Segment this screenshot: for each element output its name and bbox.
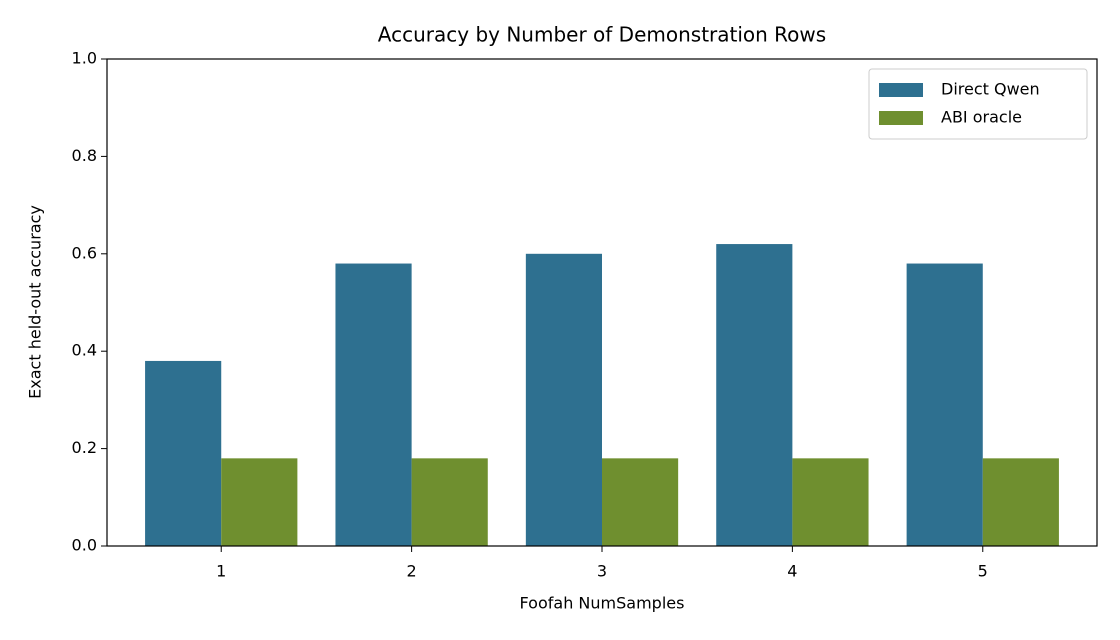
- legend-label: Direct Qwen: [941, 80, 1040, 99]
- x-axis-label: Foofah NumSamples: [520, 594, 685, 613]
- plot-frame: [106, 58, 1098, 547]
- bar: [602, 458, 679, 546]
- y-tick-label: 0.2: [72, 438, 97, 457]
- bar: [525, 253, 602, 547]
- bar: [145, 360, 222, 546]
- bar: [906, 263, 983, 546]
- bar: [335, 263, 412, 546]
- bar: [982, 458, 1059, 546]
- y-axis-label: Exact held-out accuracy: [26, 205, 45, 399]
- x-tick-label: 3: [597, 562, 607, 581]
- y-tick-label: 0.8: [72, 146, 97, 165]
- legend-box: [868, 68, 1088, 140]
- x-tick-label: 1: [216, 562, 226, 581]
- bar: [411, 458, 488, 546]
- y-tick-label: 0.0: [72, 536, 97, 555]
- x-tick-label: 4: [787, 562, 797, 581]
- y-tick-label: 0.6: [72, 243, 97, 262]
- y-tick-label: 0.4: [72, 341, 97, 360]
- y-tick-label: 1.0: [72, 49, 97, 68]
- x-tick-label: 5: [978, 562, 988, 581]
- legend-label: ABI oracle: [941, 108, 1022, 127]
- legend-swatch: [879, 83, 923, 97]
- bar: [792, 458, 869, 546]
- x-tick-label: 2: [407, 562, 417, 581]
- bar: [221, 458, 298, 546]
- chart-title: Accuracy by Number of Demonstration Rows: [378, 23, 826, 47]
- legend-swatch: [879, 111, 923, 125]
- bar: [716, 244, 793, 546]
